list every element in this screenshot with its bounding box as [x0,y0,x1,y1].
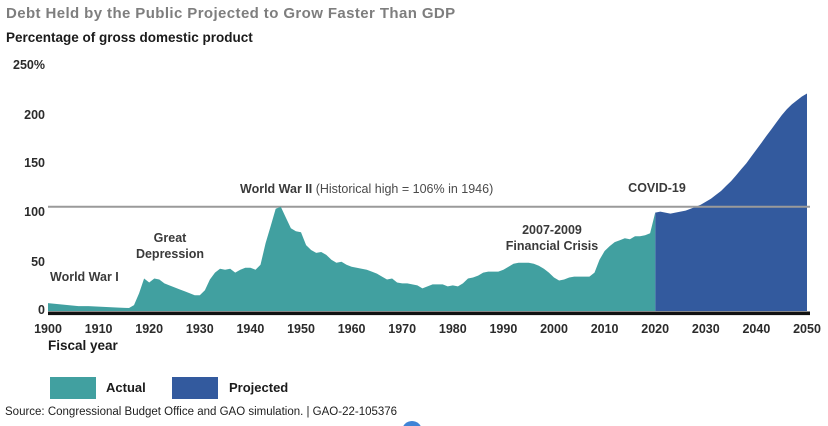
x-tick-label: 1930 [185,322,214,336]
projected-area [655,93,807,311]
legend-label-projected: Projected [229,380,289,395]
x-axis-title: Fiscal year [48,338,118,353]
legend-swatch-projected [172,377,218,399]
chart-title: Debt Held by the Public Projected to Gro… [6,5,456,22]
annotation-great-depression-line2: Depression [135,247,205,261]
legend-swatch-actual [50,377,96,399]
x-tick-label: 2030 [691,322,720,336]
y-tick-label: 250% [13,58,45,72]
x-tick-label: 2050 [793,322,821,336]
legend-label-actual: Actual [106,380,146,395]
annotation-financial-crisis-line1: 2007-2009 [522,223,582,237]
x-tick-label: 1950 [287,322,315,336]
x-tick-label: 1960 [337,322,366,336]
annotation-financial-crisis-line2: Financial Crisis [505,239,599,253]
y-tick-label: 0 [38,303,45,317]
y-tick-label: 200 [24,108,45,122]
annotation-great-depression: Great Depression [110,230,230,262]
actual-area [48,206,656,311]
x-tick-label: 1920 [135,322,164,336]
x-tick-label: 2010 [590,322,619,336]
x-tick-label: 2040 [742,322,771,336]
x-tick-label: 1990 [489,322,518,336]
chart-subtitle: Percentage of gross domestic product [6,30,253,45]
annotation-world-war-2: World War II (Historical high = 106% in … [240,181,493,197]
x-tick-label: 2000 [540,322,568,336]
x-tick-label: 1970 [388,322,417,336]
x-tick-label: 1940 [236,322,265,336]
y-tick-label: 50 [31,255,45,269]
x-tick-label: 1910 [84,322,113,336]
play-button-dot[interactable] [402,421,422,426]
annotation-covid-19: COVID-19 [628,181,686,195]
x-tick-label: 1980 [438,322,467,336]
source-note: Source: Congressional Budget Office and … [5,406,398,418]
x-tick-label: 1900 [34,322,62,336]
annotation-great-depression-line1: Great [153,231,187,245]
y-tick-label: 100 [24,205,45,219]
annotation-world-war-2-label: World War II [240,182,313,196]
annotation-financial-crisis: 2007-2009 Financial Crisis [482,222,622,254]
annotation-historical-high-note: (Historical high = 106% in 1946) [315,182,494,196]
x-axis-line [48,311,810,316]
annotation-world-war-1: World War I [50,270,119,284]
x-tick-label: 2020 [641,322,670,336]
y-tick-label: 150 [24,156,45,170]
